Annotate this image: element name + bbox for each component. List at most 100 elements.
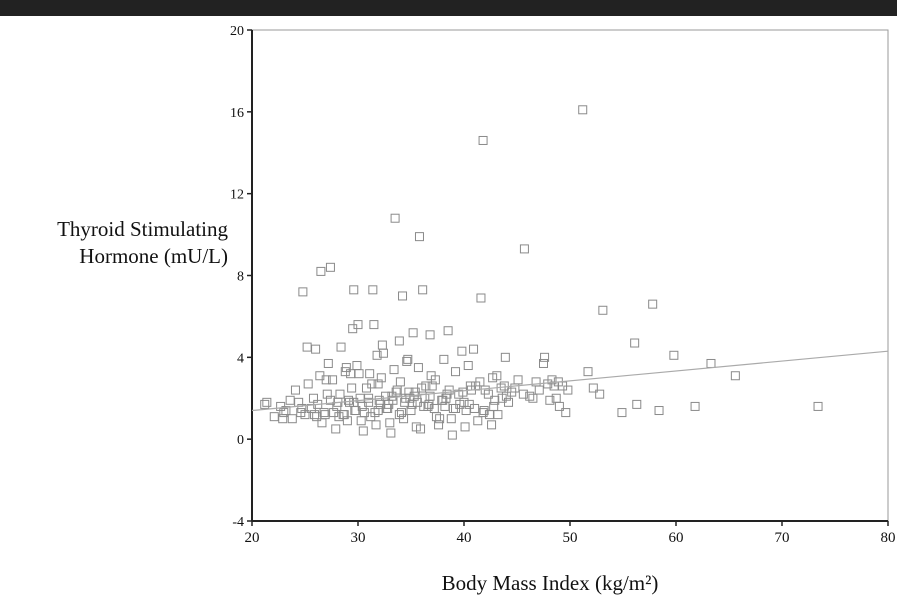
data-point xyxy=(460,422,470,432)
y-tick-label: -4 xyxy=(232,515,244,530)
data-point xyxy=(595,389,605,399)
data-point xyxy=(563,385,573,395)
data-point xyxy=(447,430,457,440)
data-point xyxy=(311,344,321,354)
data-point xyxy=(364,397,374,407)
x-axis-label: Body Mass Index (kg/m²) xyxy=(441,571,659,595)
data-point xyxy=(561,408,571,418)
data-point xyxy=(690,401,700,411)
data-point xyxy=(308,393,318,403)
data-point xyxy=(543,379,553,389)
data-point xyxy=(469,344,479,354)
data-point xyxy=(632,399,642,409)
data-point xyxy=(316,266,326,276)
data-point xyxy=(387,391,397,401)
data-point xyxy=(279,408,289,418)
y-axis-label-line-1: Thyroid Stimulating xyxy=(57,217,228,241)
data-point xyxy=(378,348,388,358)
y-tick-label: 4 xyxy=(237,351,244,366)
y-axis-label-line-2: Hormone (mU/L) xyxy=(79,244,228,268)
data-point xyxy=(373,379,383,389)
y-tick-label: 16 xyxy=(230,106,244,121)
data-point xyxy=(323,358,333,368)
data-point xyxy=(399,414,409,424)
data-point xyxy=(476,293,486,303)
data-point xyxy=(367,379,377,389)
y-tick-label: 0 xyxy=(237,433,244,448)
data-point xyxy=(434,420,444,430)
data-point xyxy=(531,377,541,387)
data-point xyxy=(359,408,369,418)
data-point xyxy=(473,416,483,426)
data-point xyxy=(440,401,450,411)
data-point xyxy=(540,352,550,362)
data-point xyxy=(487,420,497,430)
data-point xyxy=(730,371,740,381)
data-point xyxy=(389,365,399,375)
x-tick-label: 80 xyxy=(881,530,896,546)
data-point xyxy=(296,408,306,418)
data-point xyxy=(493,410,503,420)
data-point xyxy=(365,369,375,379)
data-point xyxy=(325,262,335,272)
data-point xyxy=(392,385,402,395)
data-point xyxy=(457,346,467,356)
x-tick-label: 50 xyxy=(563,530,578,546)
data-point xyxy=(394,336,404,346)
data-point xyxy=(534,385,544,395)
data-point xyxy=(376,373,386,383)
data-point xyxy=(578,105,588,115)
data-point xyxy=(413,363,423,373)
data-point xyxy=(437,395,447,405)
data-point xyxy=(414,232,424,242)
x-tick-label: 20 xyxy=(245,530,260,546)
data-point xyxy=(287,414,297,424)
data-point xyxy=(331,424,341,434)
data-point xyxy=(328,375,338,385)
data-point xyxy=(519,244,529,254)
data-point xyxy=(439,354,449,364)
data-point xyxy=(368,285,378,295)
data-point xyxy=(518,389,528,399)
data-point xyxy=(302,342,312,352)
data-point xyxy=(269,412,279,422)
data-point xyxy=(813,401,823,411)
data-point xyxy=(372,350,382,360)
data-point xyxy=(371,420,381,430)
data-point xyxy=(398,291,408,301)
data-point xyxy=(513,375,523,385)
data-point xyxy=(312,412,322,422)
data-point xyxy=(489,401,499,411)
data-point xyxy=(539,358,548,368)
data-point xyxy=(525,391,535,401)
data-point xyxy=(588,383,598,393)
data-point xyxy=(648,299,658,309)
data-point xyxy=(317,418,327,428)
data-point xyxy=(374,395,384,405)
data-point xyxy=(430,375,440,385)
data-point xyxy=(349,285,359,295)
data-point xyxy=(383,403,393,413)
data-point xyxy=(276,401,286,411)
data-point xyxy=(352,361,362,371)
data-point xyxy=(285,395,295,405)
data-point xyxy=(454,389,464,399)
data-point xyxy=(335,389,345,399)
data-point xyxy=(528,393,538,403)
data-point xyxy=(336,342,346,352)
data-point xyxy=(630,338,640,348)
data-point xyxy=(395,377,405,387)
data-point xyxy=(443,326,453,336)
data-point xyxy=(669,350,679,360)
data-point xyxy=(446,414,456,424)
x-tick-label: 40 xyxy=(457,530,472,546)
data-point xyxy=(492,371,502,381)
data-point xyxy=(396,408,406,418)
data-point xyxy=(402,356,412,366)
data-point xyxy=(346,369,356,379)
data-point xyxy=(598,305,608,315)
data-point xyxy=(407,399,417,409)
data-point xyxy=(260,399,270,409)
y-tick-label: 20 xyxy=(230,24,244,39)
